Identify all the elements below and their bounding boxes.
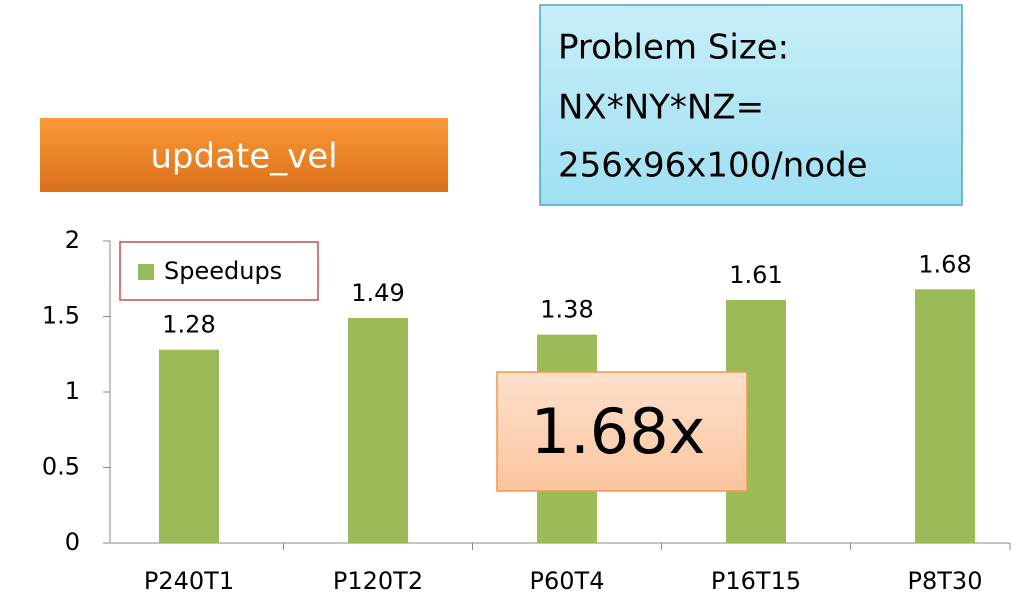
data-label: 1.49 — [351, 279, 404, 307]
y-tick-label: 2 — [65, 226, 80, 254]
problem-size-line: Problem Size: — [558, 28, 789, 68]
y-tick-label: 0 — [65, 528, 80, 556]
y-tick-label: 1.5 — [42, 302, 80, 330]
speedup-box — [496, 371, 748, 492]
function-label: update_vel — [150, 137, 337, 177]
x-tick-label: P240T1 — [144, 567, 234, 595]
legend-swatch — [138, 264, 154, 280]
data-label: 1.61 — [729, 261, 782, 289]
bar — [348, 318, 408, 543]
bar — [159, 349, 219, 543]
problem-size-line: 256x96x100/node — [558, 146, 868, 186]
data-label: 1.68 — [918, 250, 971, 278]
y-tick-label: 1 — [65, 377, 80, 405]
x-tick-label: P60T4 — [530, 567, 605, 595]
problem-size-box — [539, 4, 963, 206]
speedup-label: 1.68x — [531, 395, 706, 468]
x-tick-label: P120T2 — [333, 567, 423, 595]
legend-label: Speedups — [164, 257, 282, 285]
plot-area: 0 0.5 1 1.5 2 P240T1 1.28 P120T2 1.49 P60T4 1.38 P1… — [42, 226, 1011, 595]
problem-size-line: NX*NY*NZ= — [558, 88, 764, 128]
data-label: 1.28 — [162, 311, 215, 339]
x-tick-label: P8T30 — [908, 567, 983, 595]
y-tick-label: 0.5 — [42, 453, 80, 481]
function-box — [40, 118, 448, 192]
data-label: 1.38 — [540, 296, 593, 324]
bar — [915, 289, 975, 543]
x-tick-label: P16T15 — [711, 567, 801, 595]
